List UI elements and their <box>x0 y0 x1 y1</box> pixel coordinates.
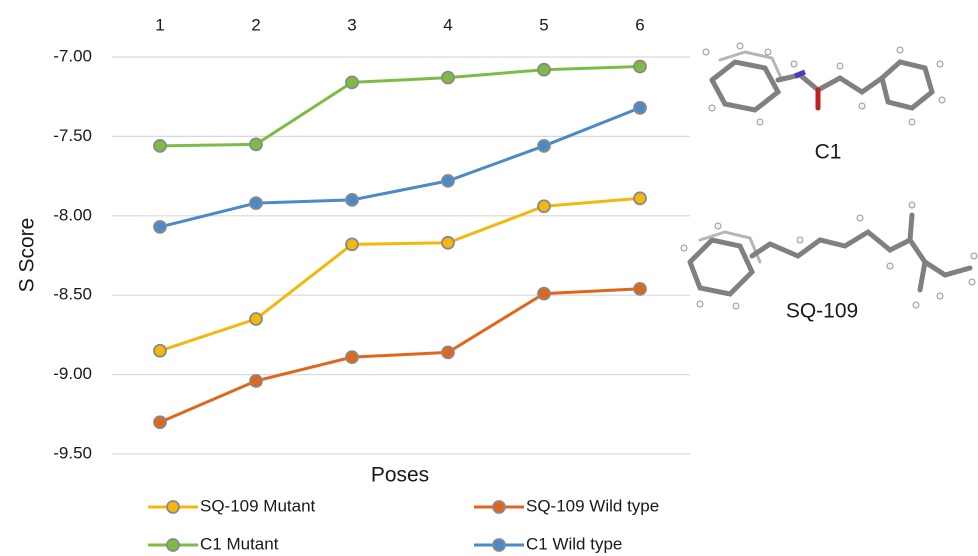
data-point <box>634 102 646 114</box>
series-line <box>160 108 640 227</box>
legend-label: C1 Wild type <box>526 534 622 553</box>
chart: S Score Poses C1 SQ-109 -7.00 -7.50 -8.00 -… <box>0 0 978 556</box>
x-axis-title: Poses <box>371 464 429 487</box>
x-tick-label: 6 <box>635 15 644 34</box>
y-tick-label: -8.50 <box>53 285 92 304</box>
data-point <box>346 194 358 206</box>
data-point <box>442 72 454 84</box>
data-point <box>154 221 166 233</box>
y-tick-label: -9.00 <box>53 364 92 383</box>
x-tick-label: 4 <box>443 15 452 34</box>
y-tick-label: -8.00 <box>53 205 92 224</box>
legend-label: C1 Mutant <box>200 534 279 553</box>
legend-label: SQ-109 Mutant <box>200 496 316 515</box>
y-tick-label: -7.00 <box>53 46 92 65</box>
x-tick-label: 3 <box>347 15 356 34</box>
series-line <box>160 67 640 146</box>
data-point <box>154 345 166 357</box>
c1-molecule <box>703 43 945 125</box>
x-tick-label: 5 <box>539 15 548 34</box>
data-point <box>154 140 166 152</box>
data-point <box>346 76 358 88</box>
legend-marker <box>167 539 179 551</box>
data-point <box>538 64 550 76</box>
y-tick-label: -7.50 <box>53 126 92 145</box>
series-line <box>160 289 640 422</box>
data-point <box>634 283 646 295</box>
legend-marker <box>493 539 505 551</box>
y-axis-title: S Score <box>16 218 39 293</box>
data-point <box>442 237 454 249</box>
data-point <box>634 192 646 204</box>
x-tick-label: 2 <box>251 15 260 34</box>
data-point <box>538 288 550 300</box>
data-point <box>538 140 550 152</box>
x-tick-label: 1 <box>155 15 164 34</box>
series-line <box>160 198 640 350</box>
legend-label: SQ-109 Wild type <box>526 496 659 515</box>
data-point <box>634 61 646 73</box>
data-point <box>250 375 262 387</box>
data-point <box>442 175 454 187</box>
data-point <box>250 138 262 150</box>
data-point <box>250 197 262 209</box>
molecule-label: SQ-109 <box>786 300 858 323</box>
data-point <box>538 200 550 212</box>
legend-marker <box>167 501 179 513</box>
data-point <box>250 313 262 325</box>
data-point <box>346 238 358 250</box>
data-point <box>346 351 358 363</box>
y-tick-label: -9.50 <box>53 443 92 462</box>
sq109-molecule <box>681 202 977 309</box>
data-point <box>154 416 166 428</box>
molecule-label: C1 <box>815 141 842 164</box>
legend-marker <box>493 501 505 513</box>
data-point <box>442 346 454 358</box>
